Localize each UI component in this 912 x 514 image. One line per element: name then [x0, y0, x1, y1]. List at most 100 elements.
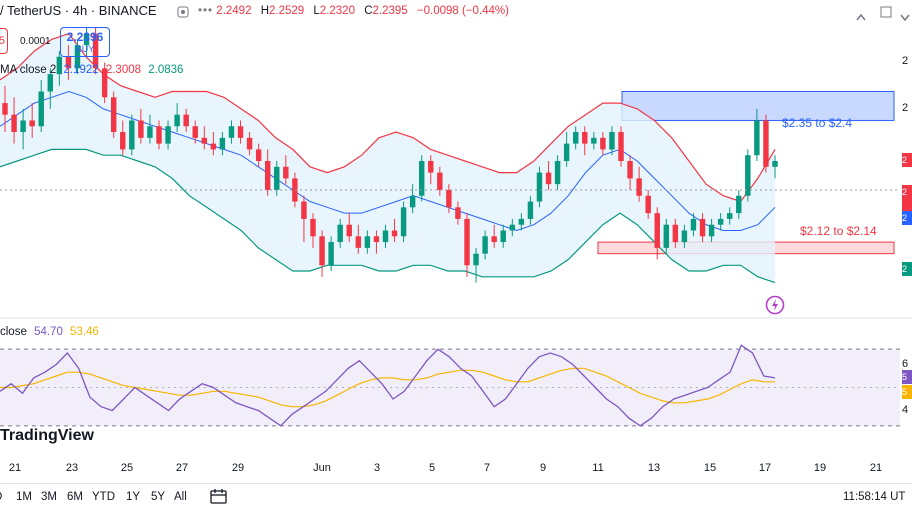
- candle-body: [47, 74, 54, 92]
- candle-body: [736, 195, 742, 214]
- candle-body: [681, 230, 688, 243]
- timeframe-button[interactable]: 1Y: [126, 491, 141, 503]
- candle-body: [491, 236, 497, 243]
- rsi-ma-price-tag: 5: [902, 385, 912, 399]
- candle-body: [418, 161, 425, 196]
- low-value: 2.2320: [319, 5, 355, 17]
- rsi-axis-tick-2: 4: [902, 404, 909, 416]
- candle-body: [473, 253, 479, 266]
- right-axis-tick-2: 2: [902, 102, 909, 114]
- timeframe-button[interactable]: D: [0, 491, 2, 503]
- timeframe-button[interactable]: 5Y: [151, 491, 166, 503]
- candle-body: [246, 137, 253, 150]
- collapse-down-icon[interactable]: [900, 8, 910, 26]
- candle-body: [319, 236, 325, 266]
- bb-lower-value: 2.0836: [148, 64, 184, 76]
- candle-body: [745, 155, 751, 196]
- collapse-up-icon[interactable]: [856, 8, 866, 26]
- candle-body: [255, 149, 262, 161]
- timeframe-button[interactable]: 3M: [41, 491, 57, 503]
- candle-body: [120, 132, 126, 150]
- bb-legend[interactable]: MA close 2 2.1922 2.3008 2.0836: [0, 64, 183, 76]
- candle-body: [237, 126, 244, 138]
- candle-body: [600, 137, 606, 150]
- rsi-value: 54.70: [34, 326, 63, 338]
- low-label: L: [313, 5, 320, 17]
- candle-body: [310, 218, 316, 237]
- candle-body: [355, 236, 362, 248]
- candle-body: [346, 224, 352, 237]
- rsi-axis-tick-1: 6: [902, 358, 909, 370]
- candle-body: [572, 132, 579, 144]
- timeframe-button[interactable]: All: [174, 491, 187, 503]
- sell-button[interactable]: 5: [0, 28, 8, 54]
- candle-body: [274, 166, 280, 190]
- timeframe-button[interactable]: YTD: [92, 491, 115, 503]
- tag-digit-4: 2: [902, 264, 908, 274]
- candle-body: [582, 132, 588, 144]
- rsi-ma-line: [0, 367, 775, 408]
- x-axis-label: 11: [592, 462, 604, 474]
- candle-body: [129, 120, 135, 150]
- candle-body: [156, 126, 162, 144]
- x-axis-label: 27: [175, 462, 189, 474]
- candle-body: [38, 91, 44, 127]
- candle-body: [509, 224, 516, 231]
- rsi-legend[interactable]: close 54.70 53.46: [0, 326, 99, 338]
- candle-body: [708, 224, 715, 237]
- candle-body: [183, 114, 189, 127]
- buy-label: BUY: [75, 44, 95, 54]
- bottom-toolbar: [0, 483, 912, 514]
- candle-body: [500, 230, 506, 243]
- bb-basis-value: 2.1922: [63, 64, 99, 76]
- ohlc-readout: ••• 2.2492 H2.2529 L2.2320 C2.2395 −0.00…: [198, 5, 509, 17]
- buy-button[interactable]: 2.2396 BUY: [60, 27, 110, 57]
- spread-value: 0.0001: [20, 36, 51, 47]
- more-dots-icon[interactable]: •••: [198, 5, 214, 17]
- candle-body: [201, 137, 208, 144]
- lower-band-price-tag: 2: [902, 262, 912, 276]
- candle-body: [654, 213, 660, 248]
- candle-body: [110, 97, 117, 133]
- x-axis-label: 5: [428, 462, 436, 474]
- right-axis-tick-1: 2: [902, 55, 909, 67]
- symbol-title[interactable]: / TetherUS · 4h · BINANCE: [0, 3, 157, 18]
- candle-body: [264, 161, 271, 190]
- timeframe-button[interactable]: 1M: [16, 491, 32, 503]
- tag-digit-2: 2: [902, 187, 908, 197]
- candle-body: [210, 143, 217, 150]
- tradingview-logo[interactable]: TradingView: [0, 427, 94, 444]
- lower-band-line: [0, 148, 776, 284]
- candle-body: [11, 114, 17, 133]
- upper-band-price-tag: 2: [902, 153, 912, 167]
- candle-body: [545, 172, 552, 185]
- candle-body: [437, 172, 443, 190]
- rsi-price-tag: 5: [902, 370, 912, 384]
- rsi-ma-value: 53.46: [70, 326, 99, 338]
- clock[interactable]: 11:58:14 UT: [843, 491, 906, 503]
- upper-zone-box: [621, 91, 895, 121]
- symbol-title-text: / TetherUS · 4h · BINANCE: [0, 3, 157, 18]
- candle-body: [56, 56, 63, 75]
- timeframe-button[interactable]: 6M: [67, 491, 83, 503]
- candle-body: [428, 161, 434, 173]
- visibility-icon[interactable]: [177, 5, 189, 18]
- last-price-tag: 2: [902, 185, 912, 211]
- candle-body: [754, 120, 760, 156]
- sell-price: 5: [0, 35, 5, 47]
- date-range-icon[interactable]: [210, 488, 228, 509]
- candle-body: [464, 218, 470, 266]
- maximize-icon[interactable]: [880, 5, 892, 23]
- basis-line: [0, 90, 776, 232]
- x-axis-label: 15: [703, 462, 717, 474]
- x-axis-label: 3: [373, 462, 381, 474]
- candle-body: [726, 213, 733, 219]
- x-axis-label: 7: [483, 462, 491, 474]
- lower-zone-label: $2.12 to $2.14: [800, 224, 877, 238]
- lightning-icon[interactable]: [765, 295, 785, 320]
- candle-body: [20, 120, 26, 133]
- candle-body: [83, 33, 90, 46]
- candle-body: [455, 207, 461, 219]
- candle-body: [219, 137, 226, 150]
